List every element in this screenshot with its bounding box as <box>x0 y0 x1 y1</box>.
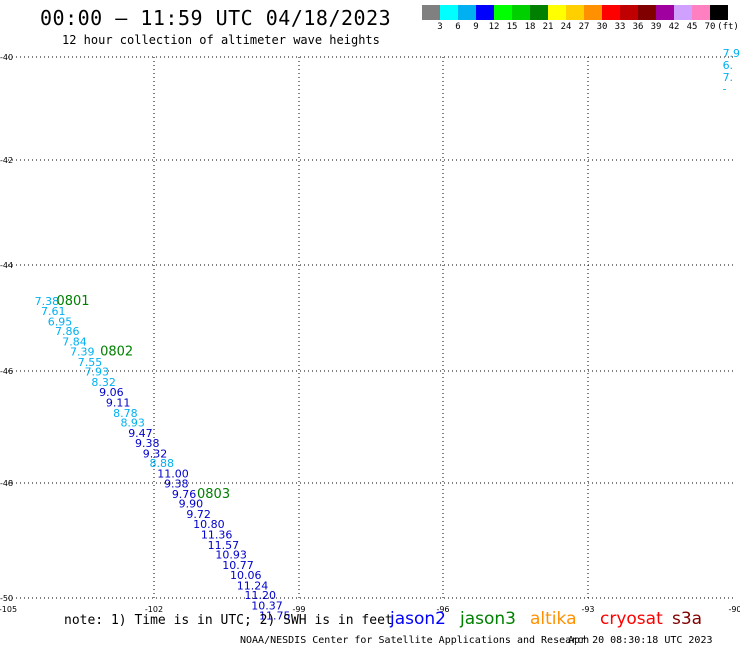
legend-value: 42 <box>668 22 680 32</box>
swh-data-label: 10.77 <box>222 559 254 572</box>
swh-data-label: 7.39 <box>70 346 95 359</box>
legend-swatch <box>458 5 476 20</box>
satellite-label-cryosat: cryosat <box>600 609 663 629</box>
time-label: 0802 <box>100 345 133 360</box>
x-tick-label: -105 <box>0 605 17 614</box>
legend-value: 21 <box>542 22 554 32</box>
legend-swatch <box>692 5 710 20</box>
satellite-label-s3a: s3a <box>672 609 703 629</box>
legend-swatch <box>476 5 494 20</box>
legend-swatch <box>638 5 656 20</box>
swh-data-label: 7.93 <box>85 366 110 379</box>
legend-value: 24 <box>560 22 572 32</box>
swh-data-label: 8.78 <box>113 407 138 420</box>
x-tick-label: -90 <box>728 605 740 614</box>
x-tick-label: -93 <box>581 605 594 614</box>
legend-swatch <box>530 5 548 20</box>
timestamp-text: Apr 20 08:30:18 UTC 2023 <box>568 635 713 646</box>
swh-data-label: 9.32 <box>143 447 168 460</box>
satellite-label-jason3: jason3 <box>460 609 516 629</box>
legend-value: 45 <box>686 22 698 32</box>
legend-swatch <box>422 5 440 20</box>
swh-data-label: 7.61 <box>41 305 66 318</box>
swh-data-label: 10.37 <box>251 599 283 612</box>
y-tick-label: -50 <box>0 594 13 603</box>
swh-data-label: 8.88 <box>150 457 175 470</box>
edge-swh-label: 7. <box>723 71 734 84</box>
legend-swatch <box>512 5 530 20</box>
legend-swatch <box>710 5 728 20</box>
swh-data-label: 8.32 <box>91 376 116 389</box>
legend-swatch <box>548 5 566 20</box>
swh-data-label: 9.47 <box>128 427 153 440</box>
y-tick-label: -46 <box>0 367 13 376</box>
legend-value: 36 <box>632 22 644 32</box>
x-tick-label: -96 <box>436 605 449 614</box>
legend-swatch <box>602 5 620 20</box>
chart-title: 00:00 — 11:59 UTC 04/18/2023 <box>40 6 392 30</box>
swh-data-label: 9.38 <box>164 478 189 491</box>
edge-swh-label: 7.9 <box>723 47 740 60</box>
legend-swatch <box>620 5 638 20</box>
legend-value: 9 <box>473 22 479 32</box>
swh-data-label: 10.06 <box>230 569 262 582</box>
swh-data-label: 11.36 <box>201 528 233 541</box>
legend-value: 12 <box>488 22 500 32</box>
y-tick-label: -44 <box>0 261 13 270</box>
x-tick-label: -99 <box>292 605 305 614</box>
chart-subtitle: 12 hour collection of altimeter wave hei… <box>62 33 380 47</box>
time-label: 0801 <box>56 294 89 309</box>
legend-swatch <box>494 5 512 20</box>
legend-swatch <box>584 5 602 20</box>
swh-data-label: 9.90 <box>179 498 204 511</box>
legend-swatch <box>566 5 584 20</box>
legend-value: 30 <box>596 22 608 32</box>
credit-text: NOAA/NESDIS Center for Satellite Applica… <box>240 635 590 646</box>
legend-value: 70 <box>704 22 716 32</box>
swh-data-label: 9.76 <box>172 488 197 501</box>
satellite-label-altika: altika <box>530 609 577 629</box>
legend-value: 6 <box>455 22 461 32</box>
swh-data-label: 7.38 <box>35 295 60 308</box>
swh-data-label: 7.55 <box>78 356 103 369</box>
y-tick-label: -48 <box>0 479 13 488</box>
swh-data-label: 10.80 <box>193 518 225 531</box>
swh-data-label: 11.75 <box>259 610 291 623</box>
time-label: 0803 <box>197 487 230 502</box>
swh-data-label: 9.06 <box>99 386 124 399</box>
swh-data-label: 10.93 <box>215 549 247 562</box>
swh-data-label: 7.86 <box>55 325 80 338</box>
swh-data-label: 11.57 <box>208 539 240 552</box>
legend-value: 39 <box>650 22 662 32</box>
swh-data-label: 11.20 <box>245 589 277 602</box>
legend-value: 15 <box>506 22 518 32</box>
edge-swh-label: - <box>723 83 727 96</box>
legend-value: 18 <box>524 22 536 32</box>
swh-data-label: 8.93 <box>120 417 144 430</box>
swh-data-label: 7.84 <box>62 335 87 348</box>
legend-value: (ft) <box>717 22 739 32</box>
y-tick-label: -42 <box>0 156 13 165</box>
legend-value: 3 <box>437 22 443 32</box>
swh-data-label: 9.72 <box>186 508 211 521</box>
legend-value: 33 <box>614 22 626 32</box>
swh-data-label: 11.00 <box>157 467 189 480</box>
y-tick-label: -40 <box>0 53 13 62</box>
legend-swatch <box>656 5 674 20</box>
edge-swh-label: 6. <box>723 59 734 72</box>
legend-swatch <box>440 5 458 20</box>
swh-data-label: 9.38 <box>135 437 160 450</box>
swh-data-label: 6.95 <box>48 315 73 328</box>
swh-data-label: 11.24 <box>237 579 269 592</box>
footer-note: note: 1) Time is in UTC; 2) SWH is in fe… <box>64 613 393 628</box>
swh-data-label: 9.11 <box>106 396 131 409</box>
legend-value: 27 <box>578 22 590 32</box>
satellite-label-jason2: jason2 <box>390 609 446 629</box>
x-tick-label: -102 <box>145 605 163 614</box>
legend-swatch <box>674 5 692 20</box>
